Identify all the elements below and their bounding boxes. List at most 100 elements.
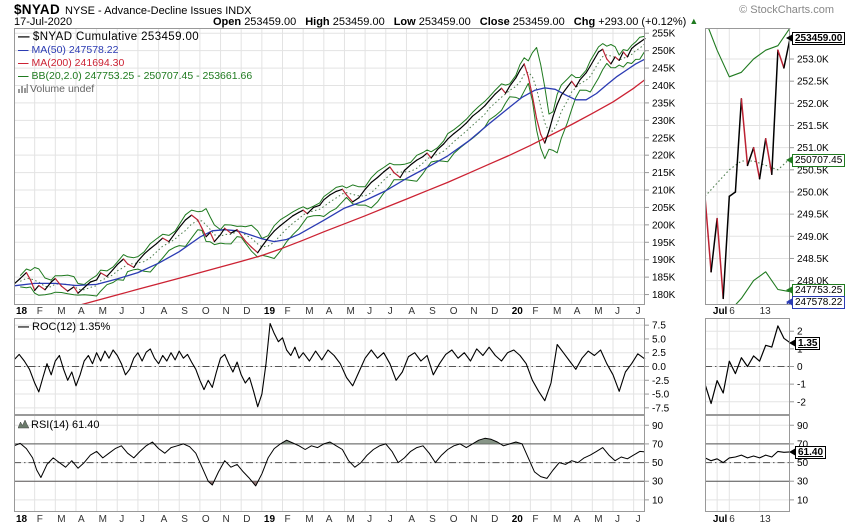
svg-text:-5.0: -5.0 — [652, 390, 670, 401]
svg-text:-1: -1 — [797, 380, 806, 391]
svg-text:253.0K: 253.0K — [797, 55, 829, 66]
symbol: $NYAD — [14, 2, 61, 17]
svg-text:90: 90 — [797, 421, 809, 432]
volume-bars-icon — [18, 84, 28, 93]
svg-text:210K: 210K — [652, 186, 676, 197]
open-value: Open 253459.00 — [213, 16, 297, 28]
svg-text:245K: 245K — [652, 64, 676, 75]
svg-text:230K: 230K — [652, 116, 676, 127]
month-tick-label: F — [284, 306, 291, 317]
legend-ma200: — MA(200) 241694.30 — [18, 57, 125, 69]
rsi-panel: 90 70 50 30 10 — [14, 415, 690, 512]
x-axis-months-bottom: 18 F M A M J J A S O N D 19 F M A M J J A S O N D 20 F M A M J J — [14, 514, 654, 526]
svg-text:185K: 185K — [652, 273, 676, 284]
roc-chart-svg: 7.5 5.0 2.5 0.0 -2.5 -5.0 -7.5 — [14, 318, 670, 415]
month-tick-label: S — [429, 514, 436, 525]
month-tick-label: J — [635, 514, 641, 525]
ma200-line-swatch: — — [18, 57, 29, 69]
month-tick-label: J — [387, 514, 393, 525]
rsi-value-badge: 61.40 — [788, 446, 827, 459]
month-tick-label: D — [491, 514, 499, 525]
roc-zoom-panel: 210-1-2 — [705, 318, 850, 415]
price-line-swatch: — — [18, 31, 30, 43]
zoom-price-panel: 253.0K 252.5K 252.0K 251.5K 251.0K 250.5K 250.… — [705, 28, 850, 305]
svg-text:70: 70 — [797, 439, 809, 450]
month-tick-label: J — [139, 514, 145, 525]
month-tick-label: F — [532, 514, 539, 525]
svg-text:249.5K: 249.5K — [797, 210, 829, 221]
svg-text:200K: 200K — [652, 220, 676, 231]
month-tick-label: A — [160, 514, 168, 525]
ohlc-row: Open 253459.00 High 253459.00 Low 253459… — [213, 16, 698, 28]
bb-line-swatch: — — [18, 70, 29, 82]
svg-text:250.5K: 250.5K — [797, 165, 829, 176]
month-tick-label: D — [491, 306, 499, 317]
month-tick-label: 19 — [263, 514, 276, 525]
low-value: Low 253459.00 — [393, 16, 471, 28]
chart-legend: — $NYAD Cumulative 253459.00 — MA(50) 2475… — [18, 31, 252, 96]
svg-text:255K: 255K — [652, 29, 676, 40]
high-value: High 253459.00 — [305, 16, 385, 28]
svg-text:-7.5: -7.5 — [652, 403, 670, 414]
month-tick-label: N — [470, 306, 478, 317]
chart-header: $NYAD NYSE - Advance-Decline Issues INDX — [14, 2, 252, 17]
svg-text:0.0: 0.0 — [652, 362, 666, 373]
roc-value-badge: 1.35 — [788, 337, 821, 350]
month-tick-label: M — [98, 514, 107, 525]
month-tick-label: O — [201, 514, 210, 525]
month-tick-label: S — [181, 514, 188, 525]
month-tick-label: A — [78, 306, 85, 317]
month-tick-label: D — [243, 306, 251, 317]
rsi-zoom-panel: 90 70 50 30 10 — [705, 415, 850, 512]
svg-text:205K: 205K — [652, 203, 676, 214]
month-tick-label: 20 — [511, 306, 523, 317]
svg-text:10: 10 — [797, 495, 809, 506]
svg-text:180K: 180K — [652, 290, 676, 301]
stockcharts-credit: © StockCharts.com — [739, 4, 834, 16]
svg-text:190K: 190K — [652, 255, 676, 266]
close-price-badge: 253459.00 — [785, 32, 846, 45]
month-tick-label: N — [470, 514, 478, 525]
bb-mid-badge: 250707.45 — [785, 154, 846, 167]
svg-text:251.0K: 251.0K — [797, 143, 829, 154]
change-value: Chg +293.00 (+0.12%) ▲ — [573, 16, 699, 28]
month-tick-label: 18 — [16, 306, 28, 317]
month-tick-label: J — [367, 306, 373, 317]
month-tick-label: J — [139, 306, 145, 317]
month-tick-label: 20 — [511, 514, 523, 525]
svg-text:0: 0 — [797, 362, 803, 373]
month-tick-label: M — [305, 514, 314, 525]
symbol-description: NYSE - Advance-Decline Issues INDX — [65, 5, 252, 17]
svg-text:2: 2 — [797, 327, 803, 338]
zoom-tick-label: 6 — [729, 514, 735, 525]
svg-text:30: 30 — [652, 477, 664, 488]
rsi-label: RSI(14) 61.40 — [18, 418, 99, 431]
month-tick-label: A — [78, 514, 85, 525]
roc-zoom-svg: 210-1-2 — [705, 318, 806, 415]
month-tick-label: A — [325, 514, 333, 525]
x-axis-months-top: 18 F M A M J J A S O N D 19 F M A M J J A S O N D 20 F M A M J J — [14, 306, 654, 318]
main-price-panel: 255K 250K 245K 240K 235K 230K 225K 220K 215K 210K… — [14, 28, 690, 305]
month-tick-label: A — [408, 514, 416, 525]
svg-text:195K: 195K — [652, 238, 676, 249]
month-tick-label: A — [325, 306, 333, 317]
month-tick-label: F — [36, 306, 43, 317]
svg-text:7.5: 7.5 — [652, 321, 666, 332]
x-axis-zoom-top: Jul 6 13 — [705, 306, 795, 318]
roc-panel: 7.5 5.0 2.5 0.0 -2.5 -5.0 -7.5 — [14, 318, 690, 415]
month-tick-label: N — [222, 306, 230, 317]
svg-text:30: 30 — [797, 477, 809, 488]
svg-text:50: 50 — [797, 458, 809, 469]
month-tick-label: M — [57, 514, 66, 525]
svg-text:251.5K: 251.5K — [797, 121, 829, 132]
month-tick-label: A — [408, 306, 416, 317]
svg-text:252.5K: 252.5K — [797, 77, 829, 88]
chart-date: 17-Jul-2020 — [14, 16, 73, 28]
month-tick-label: M — [553, 306, 562, 317]
month-tick-label: S — [181, 306, 188, 317]
svg-text:248.5K: 248.5K — [797, 254, 829, 265]
month-tick-label: J — [387, 306, 393, 317]
zoom-tick-label: Jul — [712, 306, 728, 317]
zoom-tick-label: 13 — [759, 306, 771, 317]
month-tick-label: A — [573, 306, 581, 317]
